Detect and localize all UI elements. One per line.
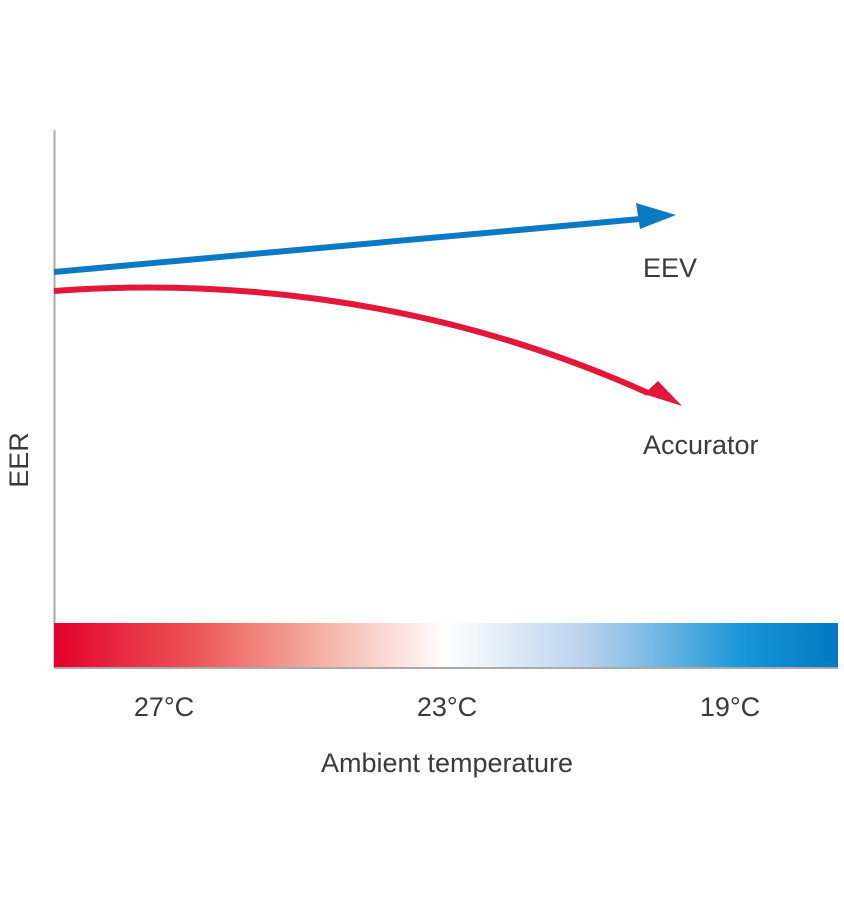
series-arrowhead-eev <box>636 203 676 229</box>
temperature-gradient-bar <box>54 623 838 668</box>
x-tick-label-27: 27°C <box>134 692 194 722</box>
series-line-eev <box>53 216 641 275</box>
x-tick-label-23: 23°C <box>417 692 477 722</box>
series-label-accurator: Accurator <box>643 430 759 460</box>
y-axis-label: EER <box>4 432 34 488</box>
x-axis-label: Ambient temperature <box>321 748 573 778</box>
series-arrowhead-accurator <box>644 381 682 406</box>
x-tick-label-19: 19°C <box>700 692 760 722</box>
series-label-eev: EEV <box>643 253 697 283</box>
series-line-accurator <box>53 284 650 396</box>
